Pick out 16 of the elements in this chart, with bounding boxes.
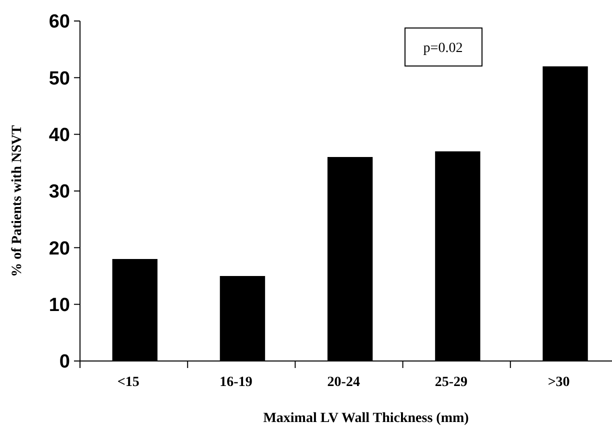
y-tick-label: 0 — [59, 352, 70, 373]
y-axis-title: % of Patients with NSVT — [10, 124, 25, 277]
note-box: p=0.02 — [404, 28, 482, 66]
annotation: p=0.02 — [423, 41, 463, 56]
x-tick-label: 16-19 — [220, 375, 252, 390]
y-tick-label: 20 — [48, 238, 70, 260]
x-tick-label: >30 — [548, 375, 570, 390]
y-tick-label: 40 — [48, 124, 70, 146]
x-tick-label: <15 — [117, 375, 140, 390]
y-tick-label: 50 — [48, 68, 70, 90]
x-tick-label: 20-24 — [327, 375, 360, 390]
y-tick-label: 60 — [48, 12, 70, 33]
y-tick-label: 10 — [48, 294, 70, 316]
x-tick-label: 25-29 — [434, 375, 468, 390]
y-tick-label: 30 — [48, 182, 70, 203]
x-axis-title: Maximal LV Wall Thickness (mm) — [263, 411, 470, 426]
